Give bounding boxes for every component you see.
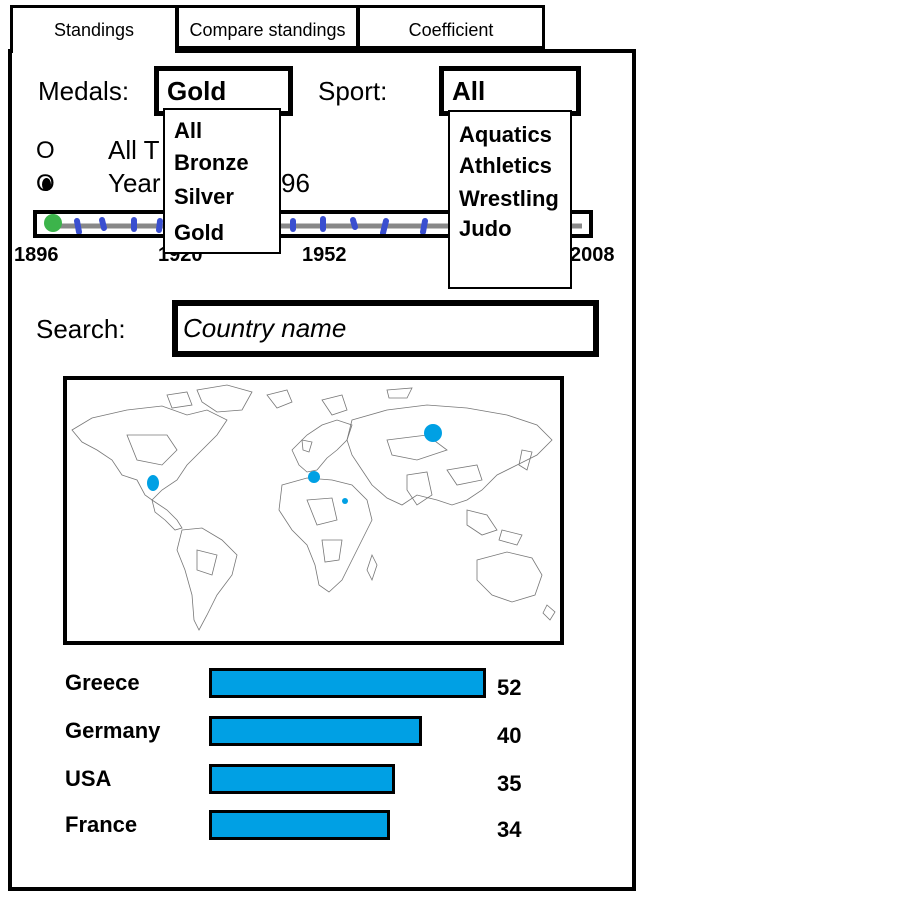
standings-panel [8, 49, 636, 891]
tick-1896: 1896 [14, 244, 59, 266]
sport-label: Sport: [318, 76, 388, 106]
sport-option-aquatics[interactable]: Aquatics [459, 122, 552, 147]
world-map-icon [71, 384, 556, 631]
tab-coefficient[interactable]: Coefficient [357, 5, 545, 49]
active-tab-connector [13, 47, 175, 53]
tab-compare-standings-label: Compare standings [189, 20, 346, 40]
standings-bar[interactable] [209, 668, 486, 698]
country-label: France [65, 812, 138, 837]
country-label: USA [65, 766, 112, 791]
radio-all-time-symbol: O [36, 137, 55, 164]
country-label: Greece [65, 670, 140, 695]
search-input[interactable]: Country name [172, 300, 599, 357]
sport-option-wrestling[interactable]: Wrestling [459, 186, 559, 211]
tab-coefficient-label: Coefficient [408, 20, 494, 40]
tick-1952: 1952 [302, 244, 347, 266]
radio-year-label: Year [108, 168, 161, 198]
tab-standings-label: Standings [53, 20, 135, 40]
standings-bar[interactable] [209, 716, 422, 746]
standings-value: 34 [497, 817, 522, 842]
sport-selected-value: All [452, 76, 486, 106]
standings-value: 40 [497, 723, 522, 748]
sport-select[interactable]: All [439, 66, 581, 116]
tab-standings[interactable]: Standings [10, 5, 178, 49]
sport-dropdown-list: Aquatics Athletics Wrestling Judo [448, 110, 572, 289]
search-placeholder: Country name [183, 313, 347, 343]
standings-value: 35 [497, 771, 522, 796]
medals-option-gold[interactable]: Gold [174, 220, 225, 245]
medals-dropdown-list: All Bronze Silver Gold [163, 108, 281, 254]
radio-all-time[interactable]: O [36, 137, 55, 165]
year-value-fragment: 96 [281, 168, 310, 198]
world-map[interactable] [63, 376, 564, 645]
radio-all-time-label: All T [108, 135, 160, 165]
sport-option-judo[interactable]: Judo [459, 216, 512, 241]
medals-selected-value: Gold [167, 76, 227, 106]
tick-2008: 2008 [570, 244, 615, 266]
standings-value: 52 [497, 675, 522, 700]
medals-option-silver[interactable]: Silver [174, 184, 234, 209]
medals-option-bronze[interactable]: Bronze [174, 150, 249, 175]
radio-year-dot-icon [42, 178, 51, 191]
radio-year[interactable]: O [36, 170, 55, 198]
medals-option-all[interactable]: All [174, 118, 203, 143]
search-label: Search: [36, 314, 126, 344]
standings-bar[interactable] [209, 764, 395, 794]
sport-option-athletics[interactable]: Athletics [459, 153, 552, 178]
standings-bar[interactable] [209, 810, 390, 840]
tab-compare-standings[interactable]: Compare standings [176, 5, 359, 49]
country-label: Germany [65, 718, 161, 743]
medals-label: Medals: [38, 76, 130, 106]
